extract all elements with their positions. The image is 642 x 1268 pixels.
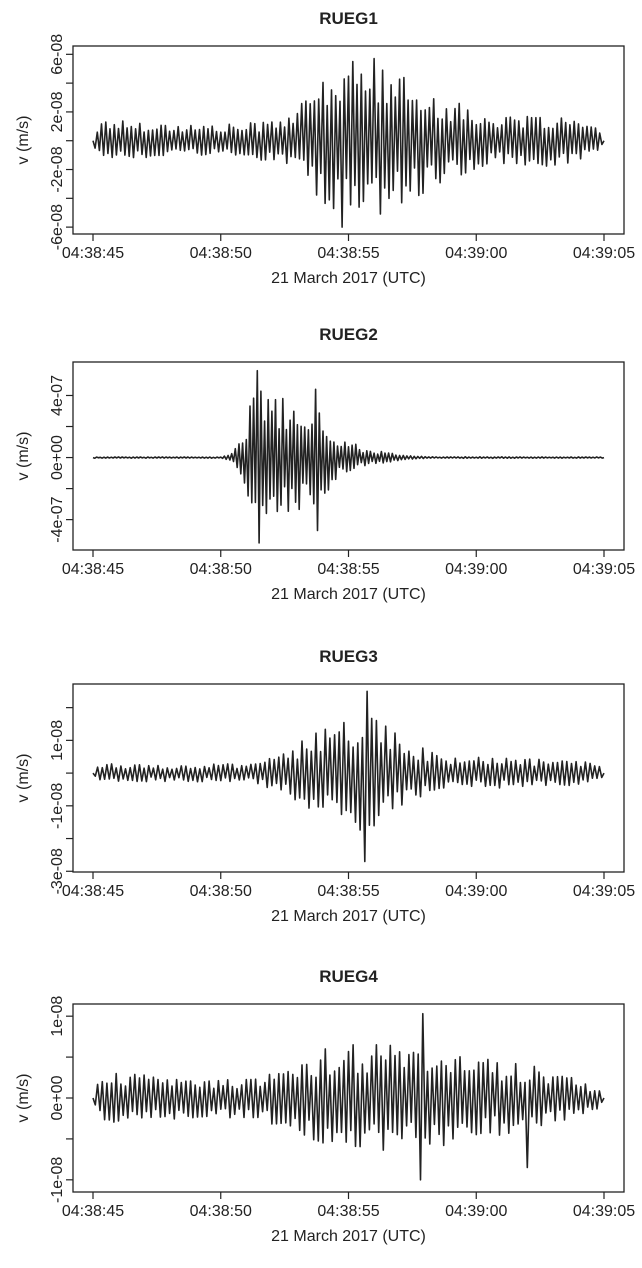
x-tick-label: 04:38:45 (62, 883, 124, 900)
x-axis-label: 21 March 2017 (UTC) (271, 270, 426, 287)
y-tick-label: 0e+00 (49, 1075, 66, 1120)
chart-title: RUEG2 (319, 325, 378, 344)
y-tick-label: -3e-08 (49, 848, 66, 894)
y-tick-label: -1e-08 (49, 783, 66, 829)
x-tick-label: 04:39:00 (445, 1203, 507, 1220)
x-tick-label: 04:39:00 (445, 245, 507, 262)
y-tick-label: 2e-08 (49, 91, 66, 132)
y-tick-label: -2e-08 (49, 146, 66, 192)
waveform-trace (92, 1012, 605, 1181)
y-axis-label: v (m/s) (15, 1074, 32, 1123)
chart-title: RUEG3 (319, 647, 378, 666)
x-axis-label: 21 March 2017 (UTC) (271, 908, 426, 925)
x-tick-label: 04:39:05 (573, 1203, 635, 1220)
x-tick-label: 04:38:55 (317, 883, 379, 900)
x-tick-label: 04:38:50 (190, 561, 252, 578)
y-tick-label: -4e-07 (49, 496, 66, 542)
waveform-trace (92, 57, 605, 228)
x-tick-label: 04:38:55 (317, 561, 379, 578)
y-tick-label: -1e-08 (49, 1157, 66, 1203)
x-tick-label: 04:39:05 (573, 561, 635, 578)
x-tick-label: 04:38:45 (62, 561, 124, 578)
chart-svg: RUEG2 04:38:45 04:38:50 04:38:55 04:39:00 04:… (15, 325, 635, 603)
x-tick-label: 04:38:55 (317, 1203, 379, 1220)
y-tick-label: -6e-08 (49, 204, 66, 250)
x-axis-label: 21 March 2017 (UTC) (271, 586, 426, 603)
panel-rueg2: RUEG2 04:38:45 04:38:50 04:38:55 04:39:00 04:… (0, 316, 642, 626)
x-tick-label: 04:39:00 (445, 561, 507, 578)
x-tick-label: 04:39:05 (573, 245, 635, 262)
y-tick-label: 6e-08 (49, 34, 66, 75)
x-tick-label: 04:39:00 (445, 883, 507, 900)
y-axis-label: v (m/s) (15, 432, 32, 481)
x-tick-label: 04:38:45 (62, 245, 124, 262)
x-tick-label: 04:38:45 (62, 1203, 124, 1220)
chart-svg: RUEG4 04:38:45 04:38:50 04:38:55 04:39:00 04:… (15, 967, 635, 1245)
waveform-trace (92, 690, 605, 863)
x-tick-label: 04:38:50 (190, 245, 252, 262)
chart-title: RUEG4 (319, 967, 378, 986)
x-tick-label: 04:38:50 (190, 1203, 252, 1220)
y-tick-label: 0e+00 (49, 435, 66, 480)
x-tick-label: 04:38:50 (190, 883, 252, 900)
x-tick-label: 04:38:55 (317, 245, 379, 262)
panel-rueg3: RUEG3 04:38:45 04:38:50 04:38:55 04:39:00 04:… (0, 638, 642, 948)
x-tick-label: 04:39:05 (573, 883, 635, 900)
y-axis-label: v (m/s) (15, 116, 32, 165)
y-tick-label: 1e-08 (49, 720, 66, 761)
panel-rueg4: RUEG4 04:38:45 04:38:50 04:38:55 04:39:00 04:… (0, 958, 642, 1268)
chart-title: RUEG1 (319, 9, 378, 28)
chart-svg: RUEG1 04:38:45 04:38:50 04:38:55 04:39:00 04:… (15, 9, 635, 287)
y-tick-label: 4e-07 (49, 375, 66, 416)
panel-rueg1: RUEG1 04:38:45 04:38:50 04:38:55 04:39:00 04:… (0, 0, 642, 310)
y-axis-label: v (m/s) (15, 754, 32, 803)
y-tick-label: 1e-08 (49, 996, 66, 1037)
x-axis-label: 21 March 2017 (UTC) (271, 1228, 426, 1245)
waveform-trace (92, 369, 605, 544)
chart-svg: RUEG3 04:38:45 04:38:50 04:38:55 04:39:00 04:… (15, 647, 635, 925)
